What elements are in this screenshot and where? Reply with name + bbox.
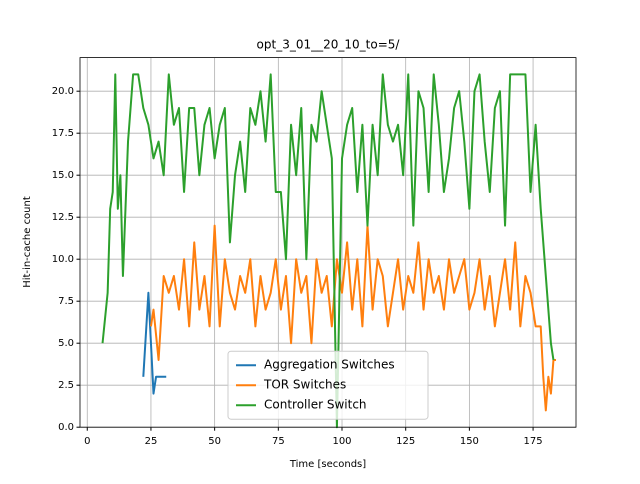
x-tick-label: 125 [396, 436, 415, 447]
x-tick-label: 150 [460, 436, 479, 447]
series-line [149, 224, 557, 412]
series-line [101, 73, 555, 429]
legend-label: Aggregation Switches [264, 358, 395, 372]
legend-label: Controller Switch [264, 398, 367, 412]
axes-frame [79, 57, 577, 428]
y-tick-label: 5.0 [58, 338, 74, 349]
chart-title: opt_3_01__20_10_to=5/ [257, 38, 401, 52]
y-tick-label: 20.0 [52, 86, 74, 97]
y-tick-label: 10.0 [52, 254, 74, 265]
y-tick-label: 2.5 [58, 380, 74, 391]
series-line [142, 291, 167, 395]
y-tick-label: 12.5 [52, 212, 74, 223]
x-tick-label: 75 [272, 436, 285, 447]
x-tick-label: 0 [84, 436, 90, 447]
y-tick-label: 0.0 [58, 422, 74, 433]
y-tick-label: 7.5 [58, 296, 74, 307]
legend-label: TOR Switches [263, 378, 346, 392]
x-tick-label: 50 [208, 436, 221, 447]
x-axis-label: Time [seconds] [289, 459, 366, 470]
y-tick-label: 17.5 [52, 128, 74, 139]
x-tick-label: 175 [524, 436, 543, 447]
legend-box [227, 350, 429, 420]
x-tick-label: 100 [332, 436, 351, 447]
x-tick-label: 25 [145, 436, 158, 447]
y-tick-label: 15.0 [52, 170, 74, 181]
y-axis-label: Hit-in-cache count [22, 196, 33, 288]
